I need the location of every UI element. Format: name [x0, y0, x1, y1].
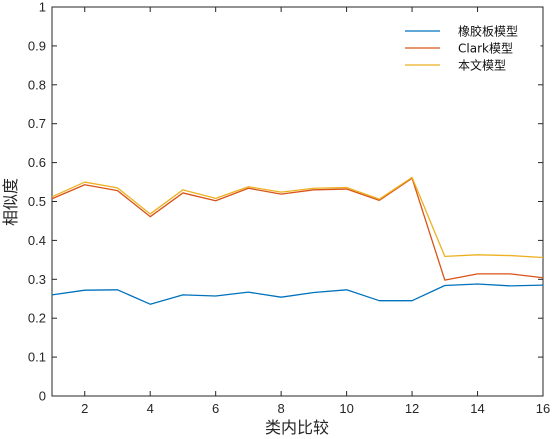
y-tick-label: 0.9	[28, 38, 46, 53]
x-tick-label: 14	[470, 401, 484, 416]
legend-label-3: 本文模型	[458, 58, 506, 73]
series-line-2	[51, 177, 544, 281]
y-tick-label: 0.2	[28, 311, 46, 326]
legend-label-2: Clark模型	[458, 42, 513, 56]
y-axis-ticks: 0 0.1 0.2 0.3 0.4 0.5 0.6 0.7 0.8 0.9 1	[28, 0, 543, 404]
y-tick-label: 0.8	[28, 77, 46, 92]
y-tick-label: 0.1	[28, 350, 46, 365]
y-tick-label: 0.4	[28, 233, 46, 248]
x-tick-label: 10	[339, 401, 353, 416]
x-tick-label: 6	[212, 401, 219, 416]
series-line-1	[51, 283, 544, 305]
y-tick-label: 0.7	[28, 116, 46, 131]
x-axis-label: 类内比较	[265, 418, 329, 437]
x-tick-label: 2	[81, 401, 88, 416]
y-tick-label: 0	[39, 389, 46, 404]
y-axis-label: 相似度	[1, 178, 20, 226]
x-tick-label: 4	[147, 401, 154, 416]
legend-label-1: 橡胶板模型	[458, 24, 518, 39]
x-tick-label: 8	[278, 401, 285, 416]
x-tick-label: 12	[405, 401, 419, 416]
series-line-3	[51, 176, 544, 259]
y-tick-label: 1	[39, 0, 46, 15]
series-lines	[51, 176, 544, 305]
x-axis-ticks: 2 4 6 8 10 12 14 16	[81, 7, 550, 416]
y-tick-label: 0.6	[28, 155, 46, 170]
y-tick-label: 0.3	[28, 272, 46, 287]
legend-box	[397, 15, 541, 78]
y-tick-label: 0.5	[28, 194, 46, 209]
x-tick-label: 16	[536, 401, 550, 416]
